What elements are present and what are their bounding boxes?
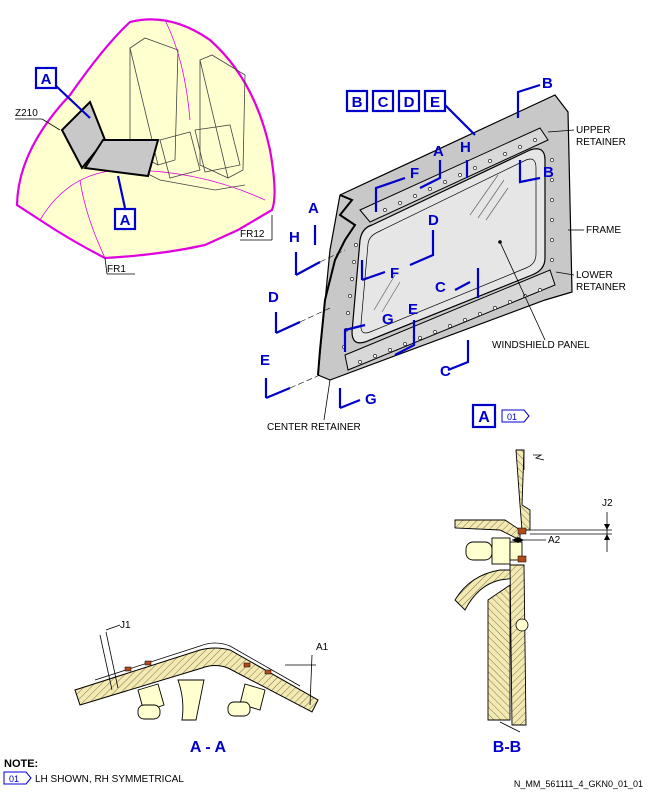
svg-text:E: E: [260, 352, 270, 369]
svg-text:H: H: [289, 229, 300, 246]
svg-text:01: 01: [507, 412, 517, 422]
svg-text:H: H: [460, 139, 471, 156]
svg-text:A: A: [120, 212, 131, 229]
section-bb-title: B-B: [493, 739, 521, 756]
nose-section-outline: [15, 18, 276, 260]
svg-text:A: A: [478, 409, 490, 426]
frame-label: FRAME: [586, 225, 621, 236]
lower-retainer-label: LOWER RETAINER: [576, 270, 626, 293]
svg-text:C: C: [378, 94, 389, 111]
j1-dimension-label: J1: [120, 620, 131, 631]
svg-text:G: G: [365, 391, 377, 408]
svg-text:C: C: [440, 363, 451, 380]
note-text: LH SHOWN, RH SYMMETRICAL: [35, 774, 184, 785]
svg-text:A: A: [41, 71, 52, 88]
section-aa-title: A - A: [190, 739, 227, 756]
section-header-markers: B C D E: [345, 89, 447, 113]
note-ref-badge: 01: [9, 774, 19, 784]
section-bb: A2 J2 B-B: [454, 449, 613, 756]
upper-retainer-label: UPPER RETAINER: [576, 125, 626, 148]
windshield-panel-label: WINDSHIELD PANEL: [492, 340, 590, 351]
svg-text:F: F: [410, 165, 419, 182]
center-retainer-label: CENTER RETAINER: [267, 422, 361, 433]
svg-text:E: E: [408, 301, 418, 318]
locator-callout-a-bottom: A: [113, 207, 137, 231]
section-aa: J1 A1 A - A: [74, 620, 329, 756]
section-cutting-lines: B B A H F D A H F C: [260, 75, 554, 410]
z210-label: Z210: [15, 108, 38, 119]
fr12-label: FR12: [240, 229, 265, 240]
note-heading: NOTE:: [4, 758, 38, 770]
svg-text:A: A: [308, 200, 319, 217]
a2-dimension-label: A2: [548, 535, 561, 546]
svg-text:B: B: [352, 94, 363, 111]
note-block: NOTE: 01 LH SHOWN, RH SYMMETRICAL: [3, 758, 184, 785]
svg-text:F: F: [390, 265, 399, 282]
svg-text:D: D: [268, 289, 279, 306]
rh-windshield-panel: [83, 139, 160, 178]
lower-retainer: [344, 269, 556, 371]
svg-text:C: C: [435, 279, 446, 296]
windshield-panel: [351, 148, 546, 344]
svg-text:E: E: [430, 94, 440, 111]
svg-text:D: D: [404, 94, 415, 111]
svg-text:G: G: [382, 311, 394, 328]
svg-text:D: D: [428, 212, 439, 229]
svg-text:B: B: [543, 164, 554, 181]
drawing-reference: N_MM_561111_4_GKN0_01_01: [514, 779, 643, 789]
fr1-label: FR1: [107, 264, 126, 275]
svg-text:B: B: [542, 75, 553, 92]
j2-dimension-label: J2: [602, 498, 613, 509]
windshield-assembly-view: B C D E B B A H F D: [260, 75, 626, 433]
fuselage-locator-view: A A Z210 FR12 FR1: [15, 18, 276, 275]
locator-callout-a-top: A: [34, 66, 58, 90]
upper-retainer: [359, 127, 549, 223]
svg-text:A: A: [433, 143, 444, 160]
a1-dimension-label: A1: [316, 642, 329, 653]
view-a-marker: A 01: [471, 403, 530, 429]
